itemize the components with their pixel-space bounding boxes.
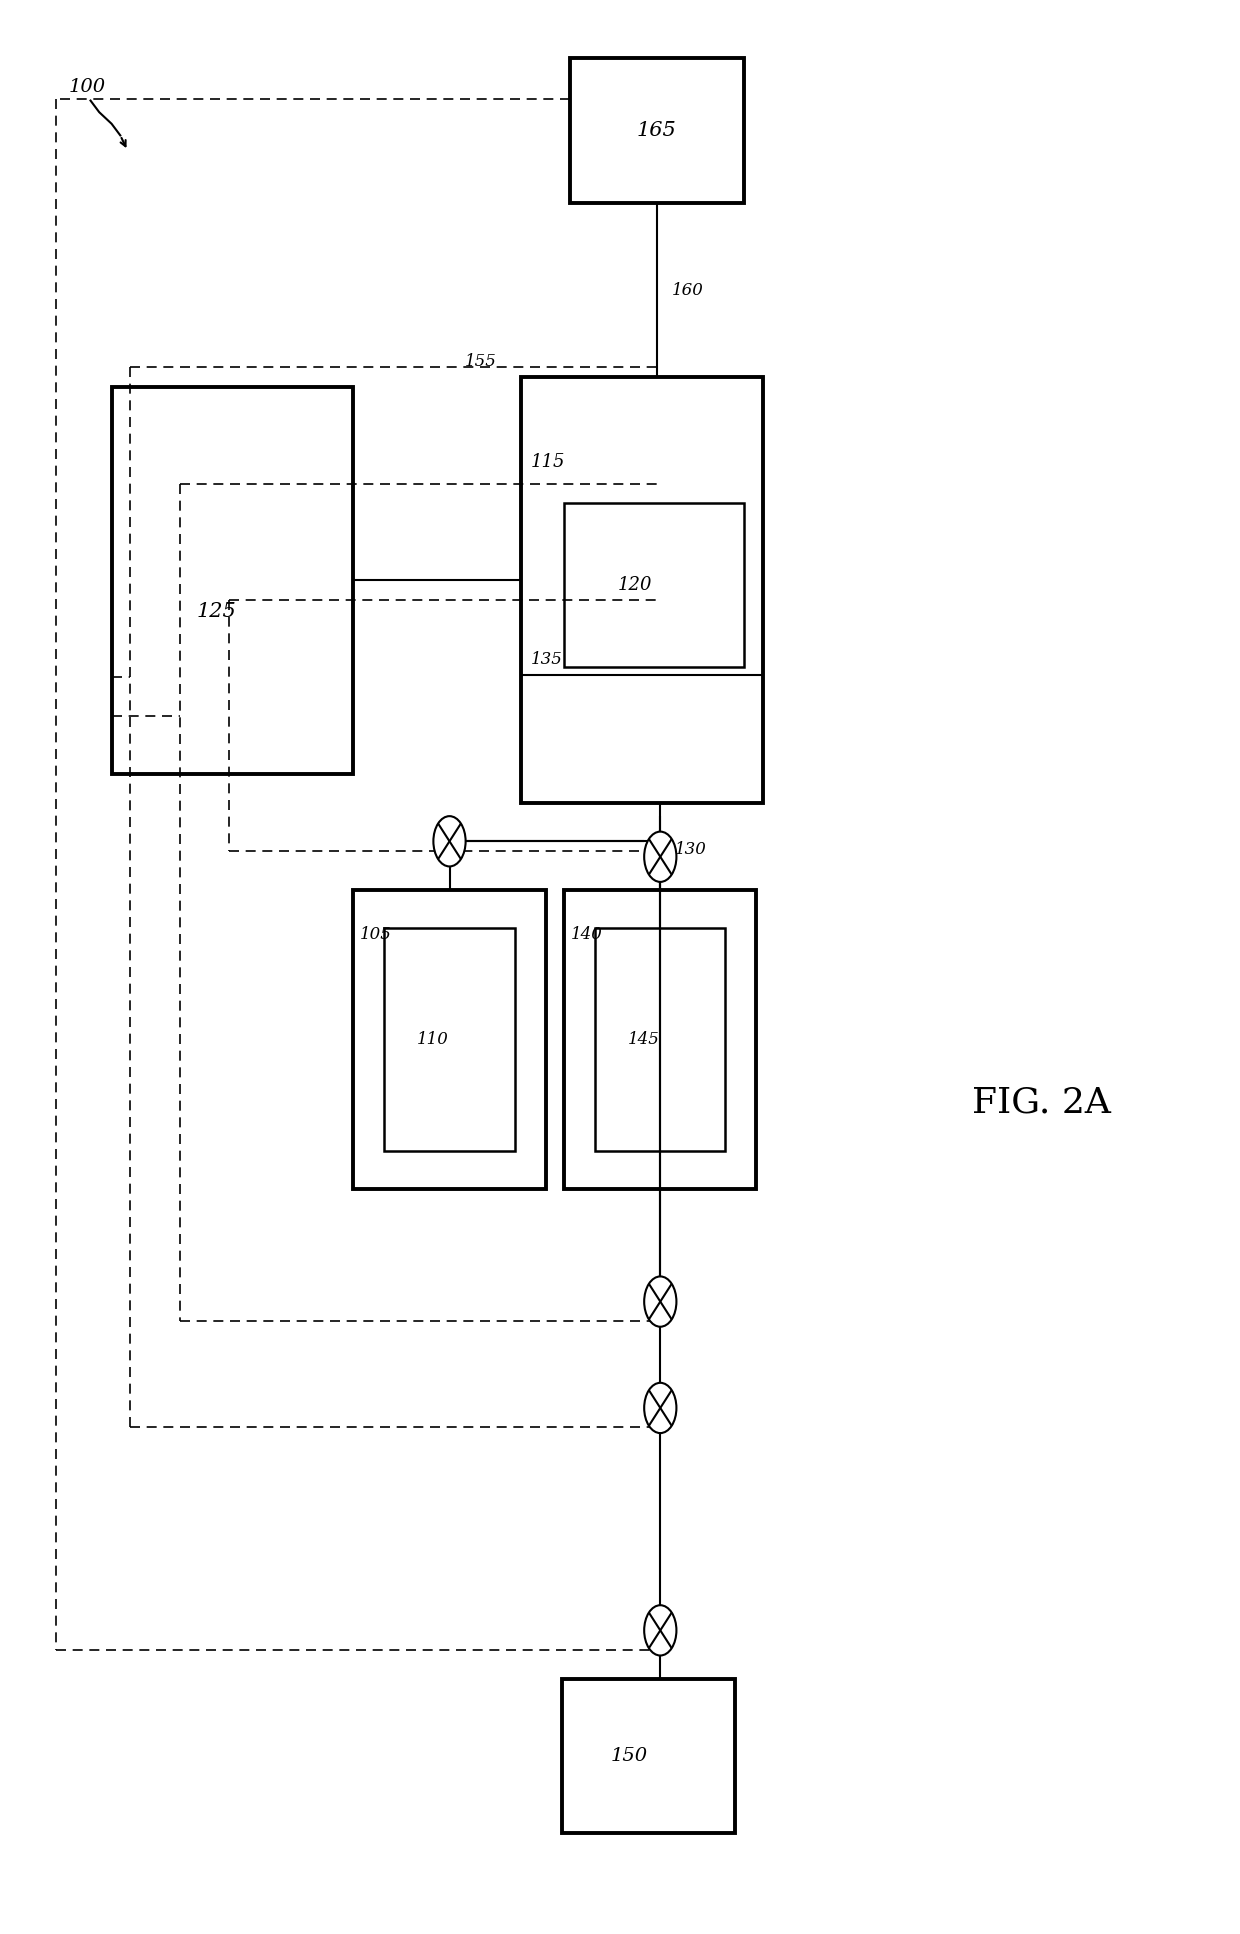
Bar — [562, 1679, 735, 1833]
Text: 140: 140 — [570, 926, 603, 944]
Text: 110: 110 — [417, 1031, 449, 1048]
Text: 160: 160 — [672, 282, 704, 298]
Circle shape — [434, 816, 466, 866]
Text: 120: 120 — [618, 576, 652, 594]
Bar — [521, 377, 763, 803]
Bar — [570, 58, 744, 203]
Text: 145: 145 — [627, 1031, 660, 1048]
Text: 165: 165 — [636, 122, 676, 139]
Bar — [112, 387, 353, 774]
Circle shape — [645, 832, 677, 882]
Bar — [595, 928, 725, 1151]
Text: 130: 130 — [675, 841, 707, 857]
Text: 105: 105 — [360, 926, 392, 944]
Bar — [353, 890, 546, 1189]
Circle shape — [645, 1383, 677, 1433]
Text: FIG. 2A: FIG. 2A — [972, 1085, 1111, 1120]
Text: 135: 135 — [531, 652, 563, 667]
Text: 155: 155 — [465, 354, 497, 369]
Text: 115: 115 — [531, 453, 565, 472]
Text: 100: 100 — [68, 77, 105, 97]
Bar — [384, 928, 515, 1151]
Circle shape — [645, 1605, 677, 1656]
Text: 150: 150 — [610, 1746, 647, 1766]
Bar — [564, 890, 756, 1189]
Circle shape — [645, 1276, 677, 1327]
Text: 125: 125 — [196, 601, 236, 621]
Bar — [564, 503, 744, 667]
